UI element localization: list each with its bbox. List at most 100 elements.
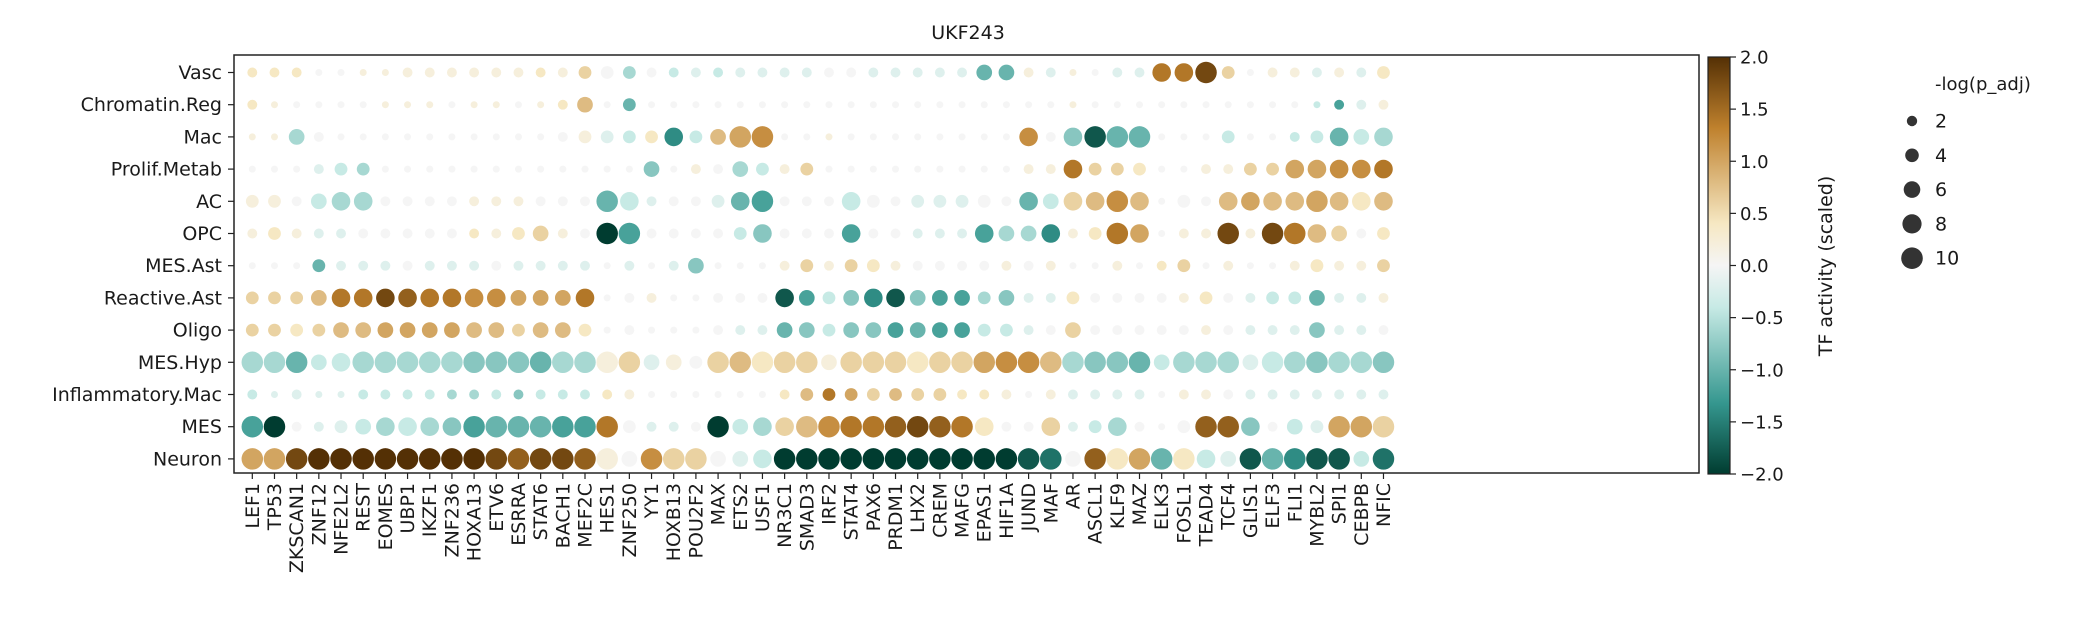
size-legend-items: 2 4 6 8 10 <box>1901 111 1959 270</box>
dot-Oligo-TP53 <box>268 323 281 337</box>
dot-MES-MAZ <box>1134 421 1145 432</box>
dot-Inflammatory.Mac-IKZF1 <box>424 389 435 400</box>
dot-Vasc-HOXB13 <box>668 67 679 78</box>
dot-AC-POU2F2 <box>690 196 701 207</box>
dot-Reactive.Ast-MAX <box>713 292 724 303</box>
dot-Chromatin.Reg-BACH1 <box>557 99 568 110</box>
dot-Reactive.Ast-IKZF1 <box>420 288 440 308</box>
column-label: MYBL2 <box>1306 483 1328 547</box>
dot-MES.Hyp-MAX <box>707 351 729 374</box>
dot-Prolif.Metab-FLI1 <box>1285 159 1305 179</box>
dot-MES-MYBL2 <box>1310 420 1324 434</box>
dot-Vasc-PAX6 <box>868 67 879 78</box>
dot-Oligo-MAFG <box>954 322 970 338</box>
dot-OPC-FLI1 <box>1284 222 1306 245</box>
dot-Inflammatory.Mac-NFIC <box>1378 389 1389 400</box>
dot-Inflammatory.Mac-PRDM1 <box>889 388 902 401</box>
dot-Mac-ETS2 <box>729 126 752 148</box>
dot-OPC-PRDM1 <box>890 228 901 239</box>
dot-Reactive.Ast-PAX6 <box>864 288 883 308</box>
column-label: KLF9 <box>1107 483 1129 529</box>
dot-Chromatin.Reg-GLIS1 <box>1246 101 1254 109</box>
column-label: POU2F2 <box>685 483 707 558</box>
dot-Vasc-MYBL2 <box>1311 67 1322 78</box>
dot-Neuron-LEF1 <box>241 448 264 470</box>
dot-Chromatin.Reg-CREM <box>936 101 944 109</box>
dot-Reactive.Ast-USF1 <box>757 292 768 303</box>
dot-Inflammatory.Mac-REST <box>358 389 369 400</box>
dot-Chromatin.Reg-ETV6 <box>492 101 500 109</box>
dot-AC-ELF3 <box>1263 192 1282 211</box>
dot-Oligo-ZKSCAN1 <box>290 323 304 337</box>
dot-Reactive.Ast-HOXA13 <box>464 288 484 308</box>
column-label: REST <box>353 483 375 532</box>
dot-Mac-USF1 <box>751 126 774 148</box>
dot-Mac-SMAD3 <box>803 133 811 141</box>
dot-Prolif.Metab-AR <box>1063 159 1083 179</box>
dot-Oligo-IRF2 <box>822 323 836 337</box>
dot-OPC-IRF2 <box>824 228 834 239</box>
dot-Reactive.Ast-ZNF250 <box>624 292 635 303</box>
dot-OPC-ZNF12 <box>313 228 324 239</box>
dot-Chromatin.Reg-ETS2 <box>736 101 744 109</box>
dot-Neuron-NFIC <box>1372 448 1395 470</box>
dot-MES-LHX2 <box>906 415 929 438</box>
dot-Chromatin.Reg-HES1 <box>603 101 611 109</box>
dot-Oligo-HOXA13 <box>466 322 482 338</box>
dot-OPC-ZNF250 <box>618 222 641 245</box>
dot-Neuron-TP53 <box>263 448 286 470</box>
dot-MES-MAX <box>707 415 729 438</box>
dot-Prolif.Metab-ZNF250 <box>625 165 633 173</box>
dot-MES.Hyp-ETS2 <box>729 351 752 374</box>
dot-Prolif.Metab-MAZ <box>1133 162 1146 176</box>
dot-MES.Ast-USF1 <box>758 262 766 270</box>
dot-Prolif.Metab-REST <box>356 162 370 176</box>
dot-OPC-GLIS1 <box>1245 228 1256 239</box>
dot-Vasc-ETV6 <box>491 67 502 78</box>
dot-AC-ZNF12 <box>310 193 327 210</box>
dot-AC-TEAD4 <box>1201 196 1211 207</box>
dot-Chromatin.Reg-SMAD3 <box>803 101 811 109</box>
dot-Prolif.Metab-GLIS1 <box>1244 162 1257 176</box>
dot-MES.Ast-NFE2L2 <box>336 260 346 271</box>
dot-Chromatin.Reg-MEF2C <box>577 96 593 113</box>
dot-Chromatin.Reg-MAF <box>1047 101 1055 109</box>
dot-Prolif.Metab-POU2F2 <box>690 164 701 175</box>
dot-Prolif.Metab-ASCL1 <box>1088 162 1102 176</box>
dot-MES.Hyp-MEF2C <box>574 351 596 374</box>
dot-OPC-FOSL1 <box>1178 228 1189 239</box>
dot-Inflammatory.Mac-SPI1 <box>1334 389 1345 400</box>
dot-AC-MEF2C <box>580 196 590 207</box>
dot-MES.Ast-ZNF250 <box>624 260 635 271</box>
dot-Neuron-STAT4 <box>840 448 862 470</box>
dot-Prolif.Metab-ZNF12 <box>313 164 324 175</box>
dot-Oligo-ZNF236 <box>444 322 460 338</box>
dot-AC-NR3C1 <box>779 196 790 207</box>
dot-MES.Hyp-ZKSCAN1 <box>285 351 308 374</box>
dot-OPC-MAZ <box>1130 224 1149 243</box>
dot-MES.Ast-HOXA13 <box>469 260 480 271</box>
dot-OPC-KLF9 <box>1106 222 1129 245</box>
column-label: ETS2 <box>730 483 752 531</box>
dot-Inflammatory.Mac-CREM <box>933 388 947 401</box>
dot-Prolif.Metab-MAX <box>713 164 724 175</box>
dot-layer <box>241 61 1395 470</box>
dot-Vasc-NFIC <box>1377 66 1390 79</box>
dot-Oligo-MYBL2 <box>1309 322 1325 338</box>
dot-MES-HES1 <box>596 415 618 438</box>
dot-AC-STAT6 <box>535 196 546 207</box>
dot-Oligo-GLIS1 <box>1245 325 1256 336</box>
dot-Mac-MAFG <box>958 133 966 141</box>
dot-Chromatin.Reg-REST <box>359 101 367 109</box>
column-label: SMAD3 <box>796 483 818 551</box>
dot-Chromatin.Reg-HIF1A <box>1002 101 1010 109</box>
dot-OPC-IKZF1 <box>424 228 435 239</box>
dot-Reactive.Ast-ETV6 <box>486 288 506 308</box>
dot-AC-SPI1 <box>1329 192 1349 211</box>
dot-Vasc-CEBPB <box>1356 67 1367 78</box>
dot-Vasc-MAF <box>1045 67 1056 78</box>
dot-MES.Ast-MAFG <box>957 260 968 271</box>
dot-MES.Hyp-EOMES <box>374 351 397 374</box>
dot-AC-MAX <box>711 194 725 208</box>
dot-Inflammatory.Mac-HES1 <box>602 389 613 400</box>
